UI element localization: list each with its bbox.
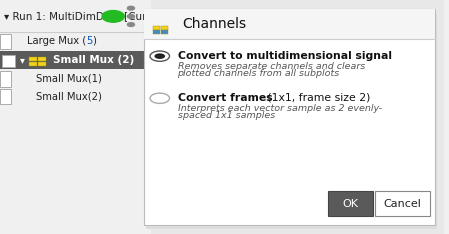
Bar — [38, 57, 46, 61]
Text: Convert frames: Convert frames — [177, 93, 272, 103]
Bar — [0, 34, 11, 49]
Text: ): ) — [92, 36, 96, 46]
Bar — [2, 55, 15, 67]
Text: Convert to multidimensional signal: Convert to multidimensional signal — [177, 51, 392, 61]
Bar — [161, 26, 168, 30]
Text: Interprets each vector sample as 2 evenly-: Interprets each vector sample as 2 evenl… — [177, 104, 382, 113]
FancyBboxPatch shape — [0, 0, 151, 234]
Bar — [38, 62, 46, 66]
Text: spaced 1x1 samples: spaced 1x1 samples — [177, 111, 275, 120]
Bar — [153, 26, 160, 30]
Circle shape — [154, 53, 165, 59]
Text: Small Mux(1): Small Mux(1) — [35, 74, 101, 84]
Text: ▾ Run 1: MultiDimData [Current]: ▾ Run 1: MultiDimData [Current] — [4, 11, 172, 21]
FancyBboxPatch shape — [328, 191, 373, 216]
Circle shape — [102, 11, 124, 22]
Text: 5: 5 — [87, 36, 93, 46]
Text: Removes separate channels and clears: Removes separate channels and clears — [177, 62, 365, 71]
Bar — [161, 30, 168, 34]
FancyBboxPatch shape — [151, 0, 444, 234]
Text: 10: 10 — [308, 26, 321, 35]
Circle shape — [150, 93, 170, 103]
Circle shape — [128, 6, 134, 10]
FancyBboxPatch shape — [375, 191, 431, 216]
FancyBboxPatch shape — [146, 14, 437, 229]
Bar — [0, 89, 11, 104]
Circle shape — [150, 51, 170, 61]
Bar — [29, 57, 37, 61]
Bar — [0, 51, 151, 69]
FancyBboxPatch shape — [144, 9, 435, 225]
Text: Cancel: Cancel — [384, 199, 422, 208]
Circle shape — [128, 15, 134, 18]
Bar — [0, 71, 11, 87]
Text: Channels: Channels — [182, 17, 246, 31]
Bar — [29, 62, 37, 66]
Text: (1x1, frame size 2): (1x1, frame size 2) — [264, 93, 370, 103]
Text: plotted channels from all subplots: plotted channels from all subplots — [177, 69, 340, 77]
Text: Large Mux (: Large Mux ( — [26, 36, 86, 46]
Bar — [153, 30, 160, 34]
Text: Small Mux(2): Small Mux(2) — [35, 91, 101, 101]
Bar — [144, 9, 435, 39]
Text: ▾: ▾ — [20, 55, 25, 65]
Circle shape — [128, 23, 134, 26]
Text: OK: OK — [343, 199, 359, 208]
Text: Small Mux (2): Small Mux (2) — [53, 55, 135, 65]
